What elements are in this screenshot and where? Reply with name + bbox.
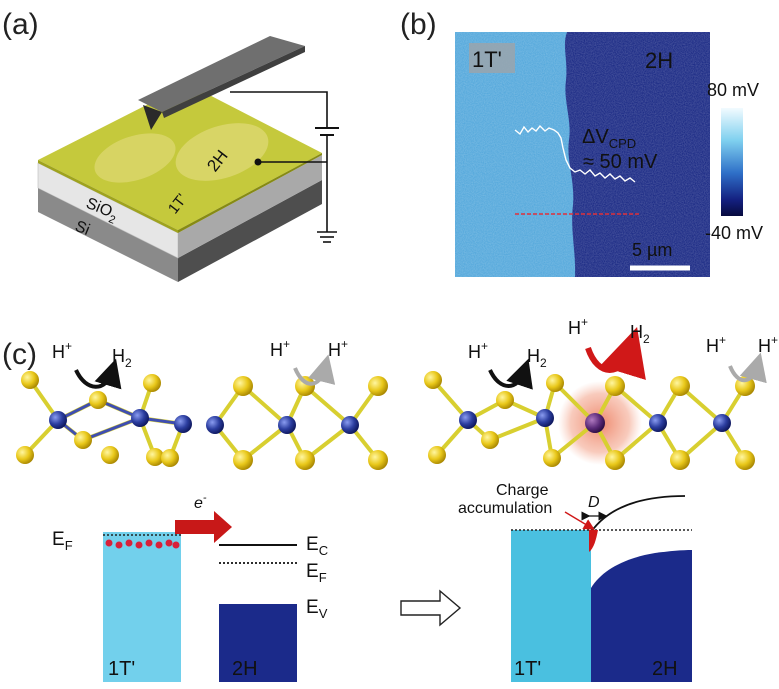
si-layer-side [178,180,322,282]
kpfm-map: 1T' 2H ΔVCPD ≈ 50 mV 5 µm 80 mV -40 mV [455,32,763,277]
lattice-hetero-atoms [424,371,755,470]
svg-text:H2: H2 [527,346,547,370]
svg-text:H+: H+ [270,337,290,360]
svg-text:H+: H+ [568,315,588,338]
label-1t-box [469,43,515,73]
junction-band-2h [591,550,692,682]
junction-cb-curve [590,495,686,533]
colorbar-min-label: -40 mV [705,223,763,243]
bar-2h-label: 2H [232,658,258,680]
device-schematic: 2H 1T' SiO2 Si [37,36,339,282]
reaction-2h: H+ H+ [270,337,348,386]
flake-2h [175,123,269,181]
electron-dots [105,539,180,549]
map-label-2h: 2H [645,48,673,73]
panel-label-c: (c) [2,338,37,371]
reaction-1t: H+ H2 [52,339,132,390]
panel-label-a: (a) [2,8,39,41]
film-edge-front [38,160,178,233]
charge-accumulation-region [589,530,598,552]
charge-pointer [564,511,595,530]
interface-atom [585,413,605,433]
label-si: Si [73,218,93,239]
electron-label: e- [194,492,207,512]
circuit-wire-top [230,91,328,128]
afm-tip [143,105,162,130]
lattice-1t [23,378,185,459]
svg-text:H+: H+ [468,339,488,362]
svg-text:H2: H2 [630,322,650,346]
charge-label-line2: accumulation [458,500,552,517]
transition-arrow [400,589,462,627]
ev-label: EV [306,597,328,621]
ef-label-2h: EF [306,561,327,585]
contact-dot [254,158,262,166]
svg-text:H2: H2 [112,346,132,370]
delta-vcpd-label: ΔVCPD [582,126,636,151]
junction-2h-label: 2H [652,658,678,680]
depletion-label: D [588,494,600,511]
lattice-2h-atoms [206,376,388,470]
afm-cantilever [138,36,305,112]
ec-label: EC [306,534,328,558]
junction-1t-label: 1T' [514,658,541,680]
panel-label-b: (b) [400,8,437,41]
colorbar [721,108,743,216]
junction-band-1t [511,530,591,682]
afm-cantilever-side [162,46,305,118]
band-diagram-separate: EF 1T' e- EC EF EV 2H [52,492,328,682]
ef-label-1t: EF [52,529,73,553]
svg-text:H+: H+ [758,333,778,356]
flake-1t-left [94,133,176,183]
charge-label-line1: Charge [496,482,549,499]
colorbar-max-label: 80 mV [707,80,759,100]
band-diagram-junction: D Charge accumulation 1T' 2H [458,482,692,682]
svg-text:H+: H+ [328,337,348,360]
sio2-layer-side [178,155,322,258]
band-2h [219,604,297,682]
map-label-1t: 1T' [472,47,502,72]
film-edge-side [178,153,322,233]
bar-1t-label: 1T' [108,658,135,680]
delta-vcpd-value: ≈ 50 mV [583,151,658,173]
reaction-hetero-2h: H+ H+ [706,333,778,384]
reaction-hetero-1t: H+ H2 [468,339,547,390]
scalebar-label: 5 µm [632,240,672,260]
reaction-interface: H+ H2 [568,315,650,381]
cpd-line-profile [514,124,636,183]
svg-text:H+: H+ [52,339,72,362]
si-layer-front [38,188,178,282]
ground-icon [317,231,337,243]
svg-text:H+: H+ [706,333,726,356]
band-1t [103,532,181,682]
electron-transfer-arrow [175,511,232,543]
